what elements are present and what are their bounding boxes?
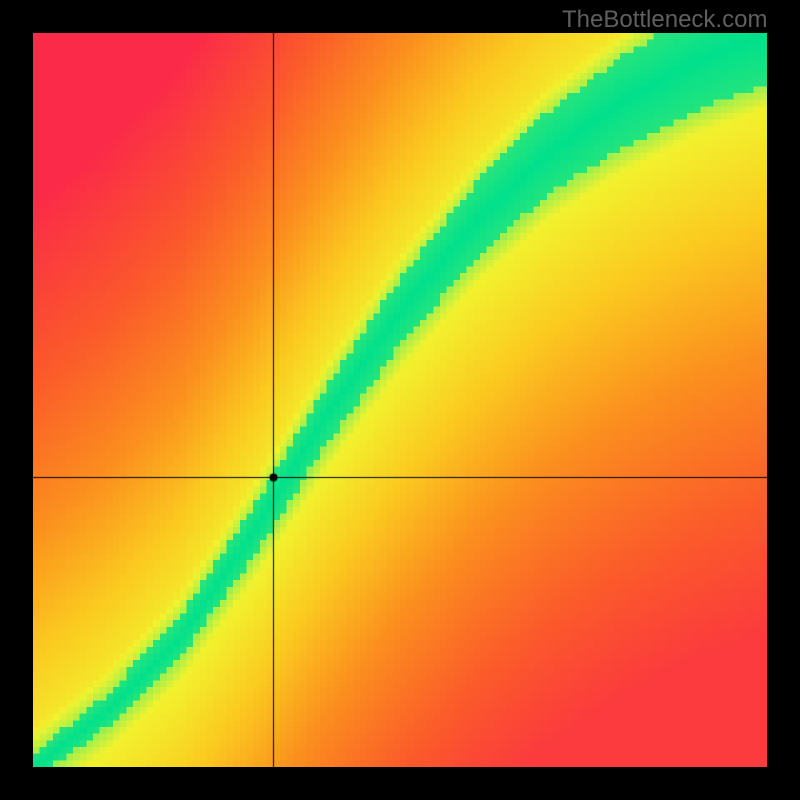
chart-root: TheBottleneck.com <box>0 0 800 800</box>
bottleneck-heatmap <box>33 33 767 767</box>
watermark-text: TheBottleneck.com <box>562 6 767 34</box>
